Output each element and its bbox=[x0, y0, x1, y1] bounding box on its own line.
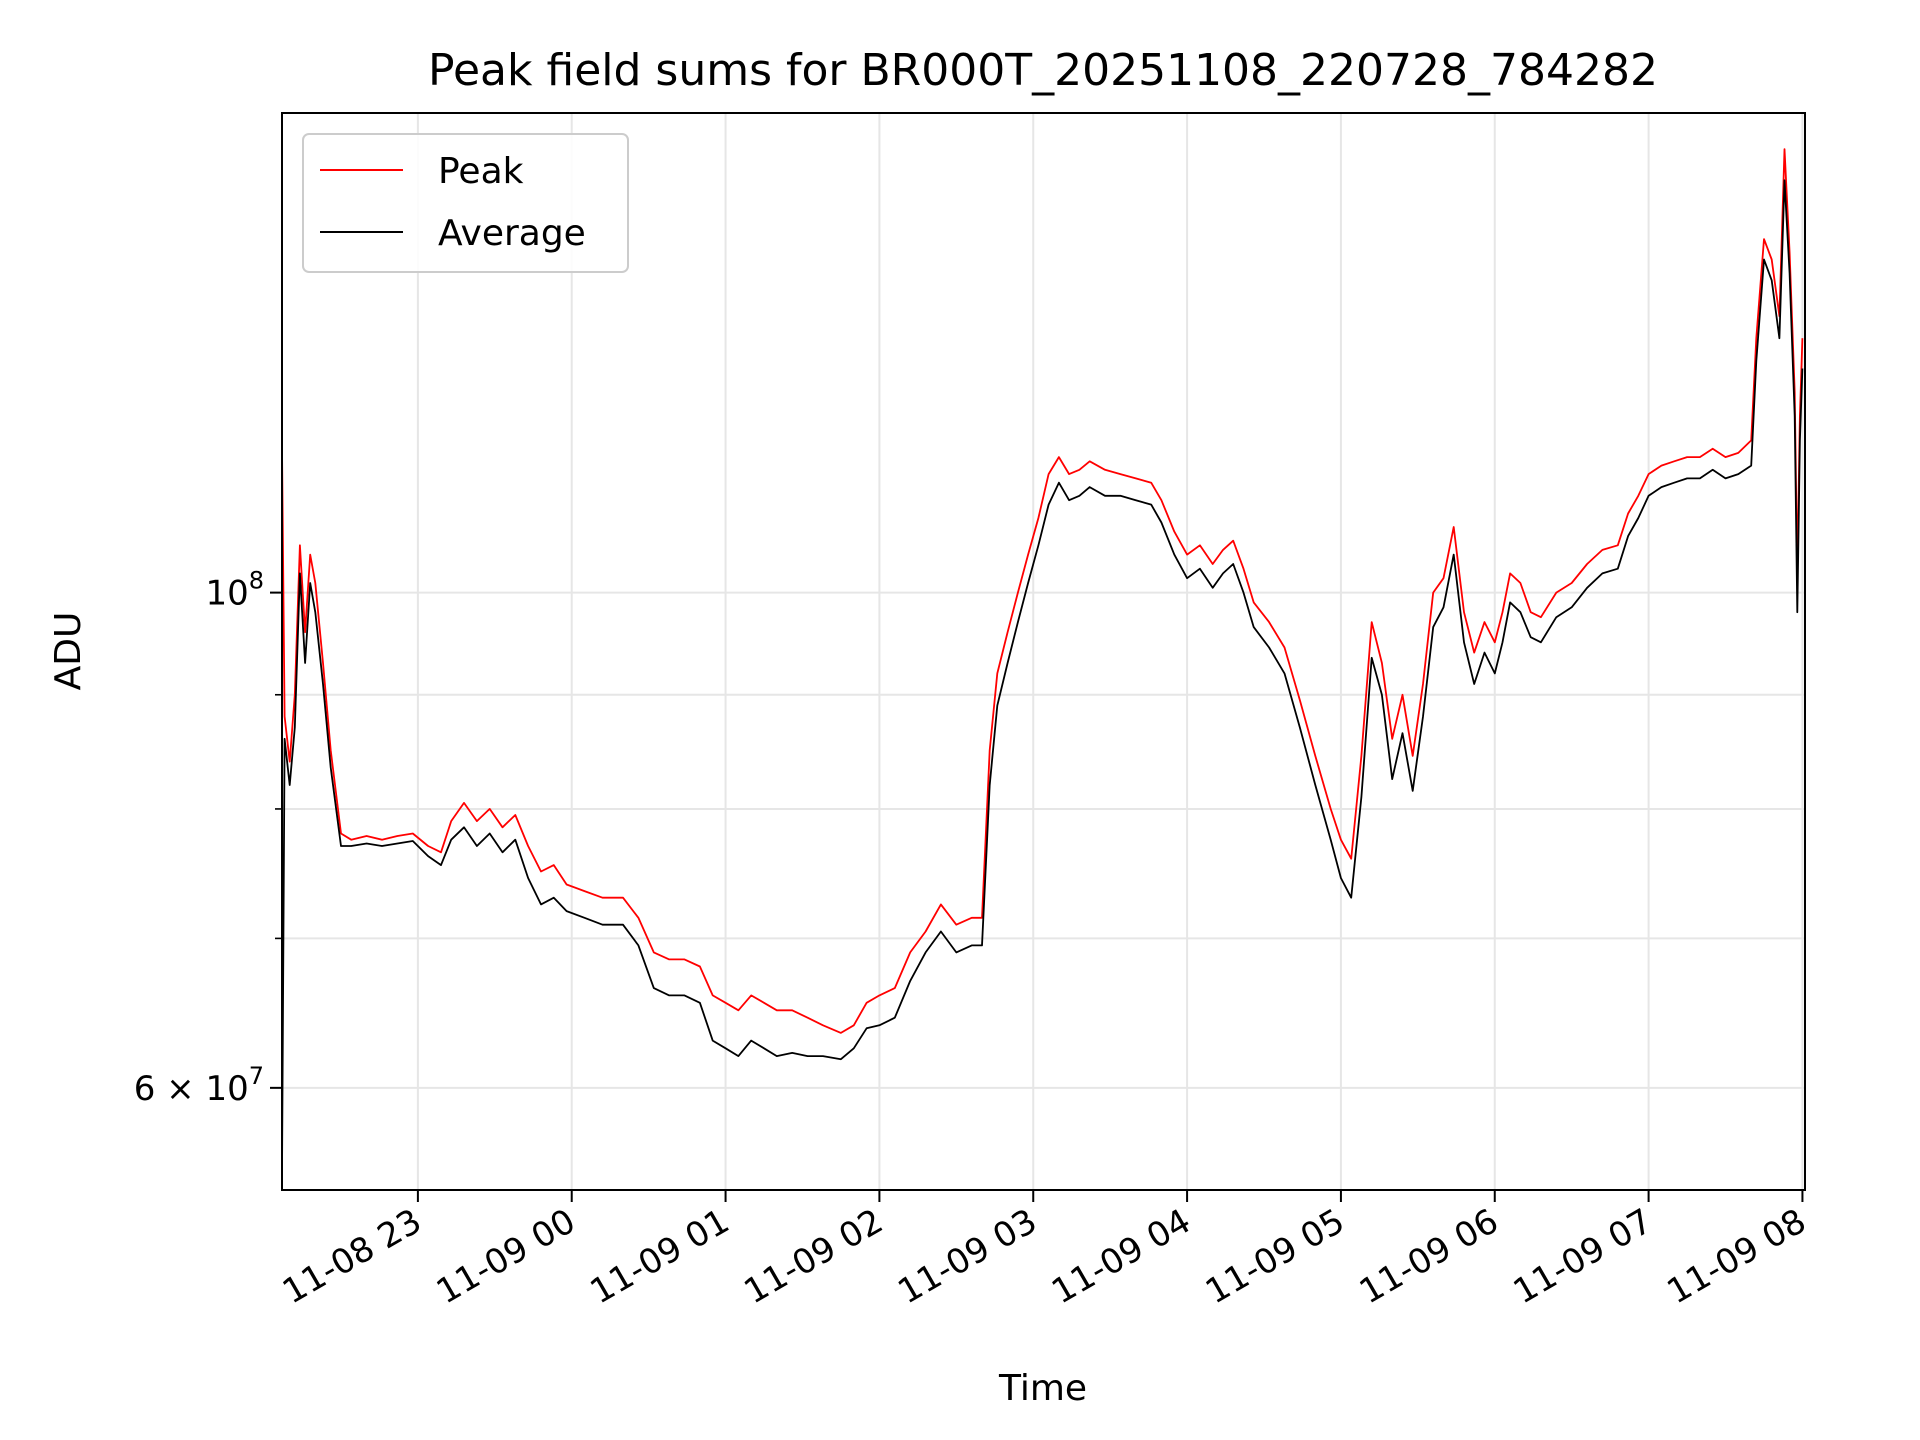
y-axis-ticks: 6 × 107 108 bbox=[134, 567, 282, 1109]
legend-label-average: Average bbox=[438, 213, 586, 254]
chart-title: Peak field sums for BR000T_20251108_2207… bbox=[428, 45, 1658, 96]
y-axis-label: ADU bbox=[48, 612, 89, 691]
legend-label-peak: Peak bbox=[438, 151, 524, 192]
legend: Peak Average bbox=[302, 133, 629, 273]
grid-lines bbox=[282, 113, 1805, 1190]
y-tick-label: 108 bbox=[205, 567, 264, 614]
plot-frame bbox=[281, 112, 1806, 1191]
legend-box bbox=[302, 133, 629, 273]
y-tick-label: 6 × 107 bbox=[134, 1062, 264, 1109]
series-line-peak bbox=[281, 148, 1804, 1034]
x-axis-label: Time bbox=[998, 1368, 1087, 1409]
series-line-average bbox=[281, 179, 1804, 1173]
series-lines bbox=[281, 148, 1804, 1173]
